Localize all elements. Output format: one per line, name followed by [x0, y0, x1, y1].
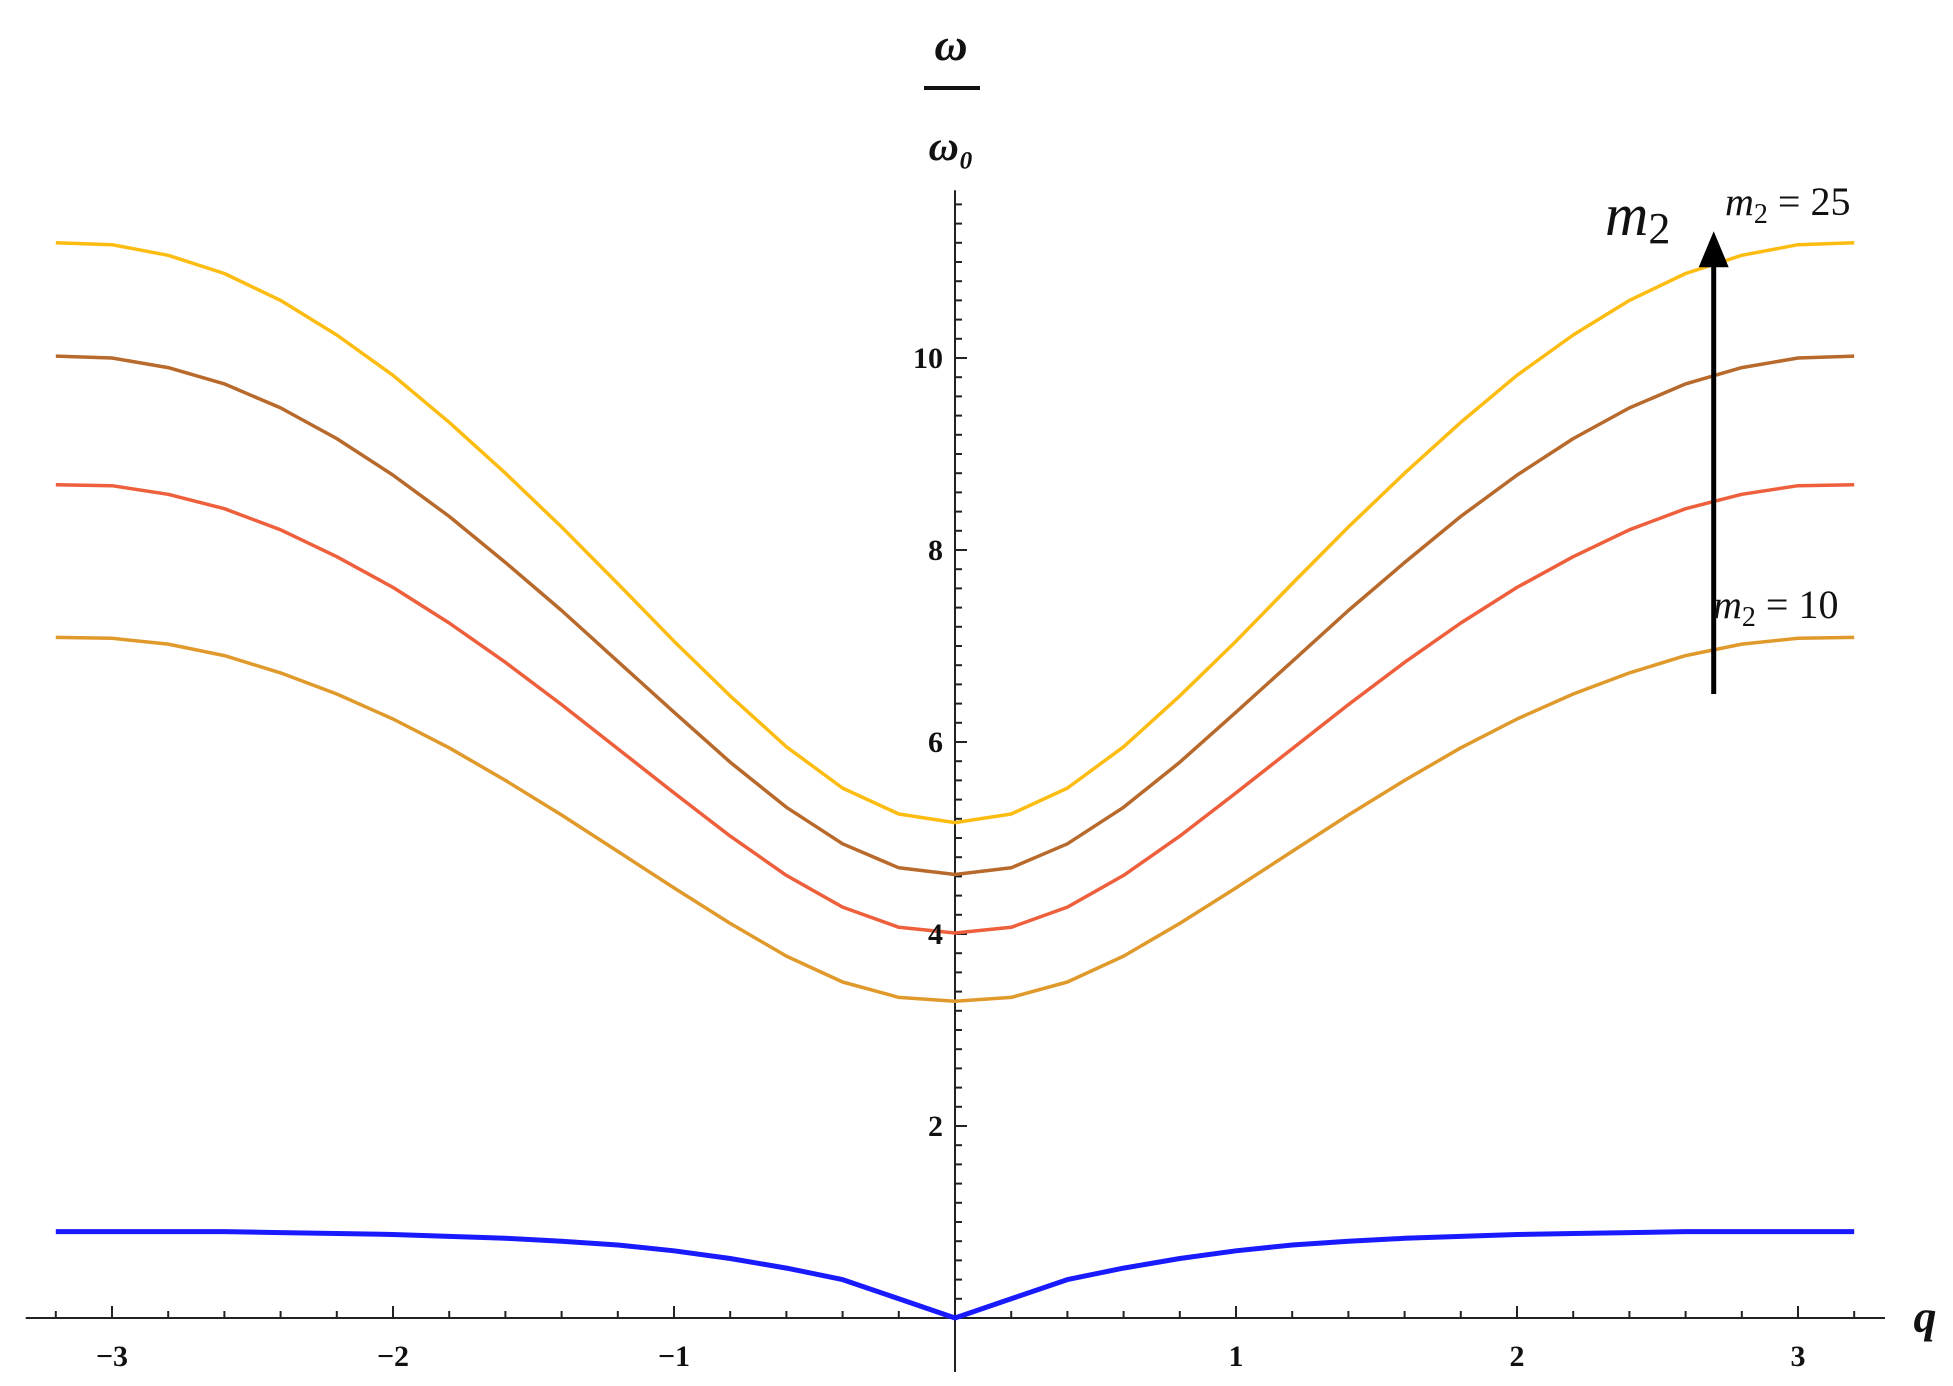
m2-arrow-label: m2 [1605, 182, 1670, 253]
series-line-optical-4 [55, 241, 1855, 825]
series-line-optical-3 [55, 354, 1855, 877]
tick-layer: −3 −2 −1 1 2 3 2 4 6 8 10 [96, 342, 1806, 1373]
axis-labels: ω ω₀ q [924, 19, 1937, 1342]
x-tick-label: 2 [1510, 1340, 1525, 1373]
m2-25-label-base: m [1725, 179, 1754, 224]
x-tick-label: 1 [1229, 1340, 1244, 1373]
y-tick-label: 6 [928, 726, 943, 759]
m2-10-label-base: m [1713, 582, 1742, 627]
y-tick-label: 4 [928, 918, 943, 951]
y-tick-label: 8 [928, 534, 943, 567]
m2-25-label-sub: 2 [1754, 199, 1768, 230]
y-axis-label-numerator: ω [934, 19, 967, 70]
m2-arrow-label-sub: 2 [1648, 204, 1670, 253]
x-tick-label: 3 [1791, 1340, 1806, 1373]
series-line-optical-2 [55, 482, 1855, 935]
x-tick-label: −1 [658, 1340, 690, 1373]
m2-25-label: m2 = 25 [1725, 179, 1850, 230]
m2-10-label-sub: 2 [1742, 602, 1756, 633]
annotations: m2 m2 = 25 m2 = 10 [1605, 179, 1850, 694]
x-axis-label: q [1914, 1291, 1937, 1342]
m2-10-label: m2 = 10 [1713, 582, 1838, 633]
y-tick-label: 10 [913, 342, 943, 375]
x-tick-label: −2 [377, 1340, 409, 1373]
m2-10-label-value: = 10 [1756, 582, 1839, 627]
series-line-acoustic [55, 1229, 1855, 1321]
axes [25, 190, 1885, 1372]
m2-25-label-value: = 25 [1768, 179, 1851, 224]
y-axis-label-denominator: ω₀ [928, 124, 973, 170]
series-layer [55, 241, 1855, 1321]
y-tick-label: 2 [928, 1110, 943, 1143]
x-tick-label: −3 [96, 1340, 128, 1373]
m2-arrow-head [1698, 231, 1729, 268]
series-line-optical-1 [55, 635, 1855, 1003]
m2-arrow-label-base: m [1605, 182, 1648, 248]
